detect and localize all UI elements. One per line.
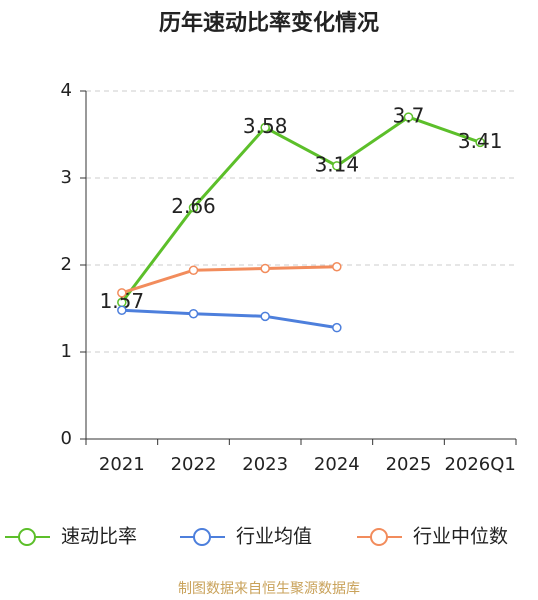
y-tick-label: 0 — [61, 428, 72, 449]
legend-label: 行业中位数 — [413, 526, 508, 548]
y-tick-label: 2 — [61, 254, 72, 275]
data-point — [117, 305, 127, 315]
data-point — [188, 308, 199, 319]
data-point — [260, 122, 270, 133]
data-point — [332, 322, 342, 333]
y-tick-label: 3 — [61, 167, 72, 188]
data-point — [332, 261, 342, 272]
x-tick-label: 2025 — [386, 454, 432, 475]
data-point — [475, 137, 485, 148]
legend-label: 行业均值 — [236, 526, 312, 548]
data-point — [260, 263, 270, 274]
data-point — [332, 161, 342, 171]
data-point — [117, 288, 127, 298]
y-tick-label: 4 — [61, 80, 72, 101]
series-line — [120, 115, 481, 304]
data-point — [403, 112, 414, 122]
x-tick-label: 2021 — [99, 454, 145, 475]
data-label: 3.41 — [458, 129, 503, 153]
x-tick-label: 2023 — [242, 454, 288, 475]
data-label: 3.7 — [393, 104, 425, 128]
x-tick-label: 2022 — [171, 454, 217, 475]
chart-title: 历年速动比率变化情况 — [159, 10, 379, 36]
data-point — [188, 265, 199, 275]
series-line — [121, 308, 338, 330]
y-tick-label: 1 — [61, 341, 72, 362]
data-label: 2.66 — [171, 194, 216, 218]
data-label: 3.58 — [243, 114, 288, 138]
series-line — [121, 265, 337, 295]
data-label: 3.14 — [315, 152, 360, 176]
x-tick-label: 2024 — [314, 454, 360, 475]
source-note: 制图数据来自恒生聚源数据库 — [178, 581, 360, 597]
legend-marker — [193, 528, 211, 546]
data-point — [188, 202, 199, 213]
legend-label: 速动比率 — [61, 526, 137, 548]
legend-marker — [18, 528, 36, 546]
data-point — [260, 311, 270, 322]
legend-marker — [370, 528, 388, 546]
x-tick-label: 2026Q1 — [444, 454, 515, 475]
